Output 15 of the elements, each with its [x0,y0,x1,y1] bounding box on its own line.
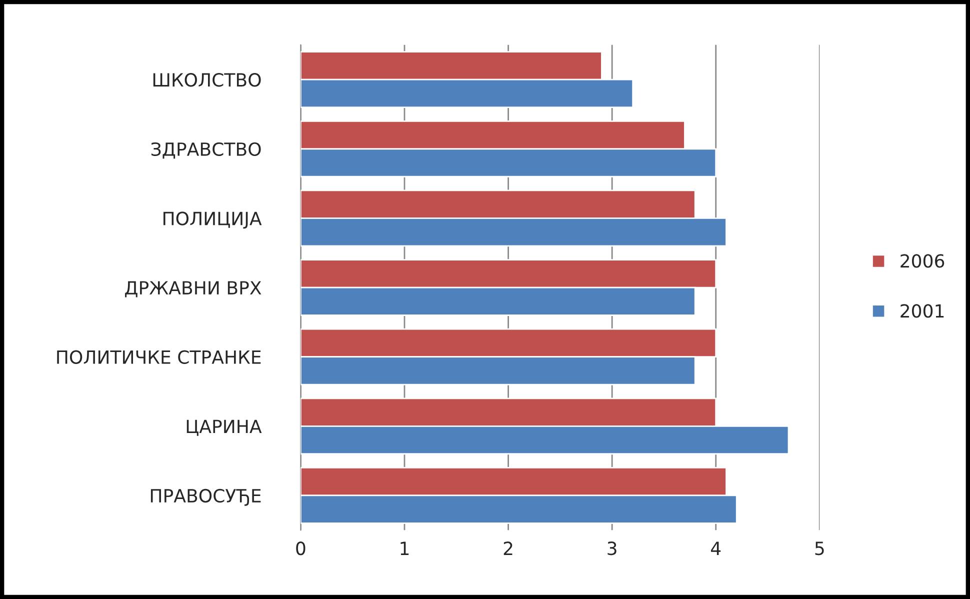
y-tick-label: ШКОЛСТВО [153,73,261,87]
y-tick-label: ПРАВОСУЂЕ [150,488,261,506]
legend-label: 2006 [900,254,944,268]
x-tick-label: 4 [711,542,721,555]
x-tick-label: 2 [504,542,512,555]
y-tick-label: ЗДРАВСТВО [151,142,261,159]
y-tick-label: ПОЛИТИЧКЕ СТРАНКЕ [57,350,261,364]
x-tick-label: 0 [296,542,306,556]
x-tick-label: 3 [608,542,616,556]
x-tick-label: 1 [400,542,409,555]
x-tick-label: 5 [815,542,824,556]
y-tick-label: ДРЖАВНИ ВРХ [125,281,262,298]
y-tick-label: ПОЛИЦИЈА [164,212,262,229]
y-tick-label: ЦАРИНА [186,420,262,436]
legend-label: 2001 [900,304,944,318]
